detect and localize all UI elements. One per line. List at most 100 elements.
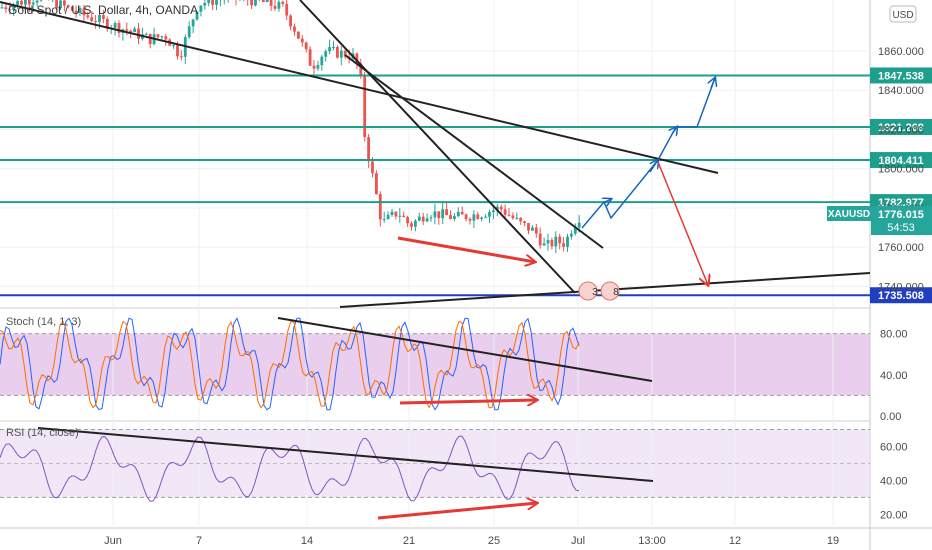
candle-body (133, 28, 136, 33)
stoch-trendline (277, 317, 653, 382)
candle-body (437, 211, 441, 219)
event-badge-flag-icon[interactable] (578, 281, 598, 301)
trendline-channel (344, 54, 604, 249)
candle-body (86, 15, 90, 18)
candle-body (460, 211, 464, 215)
candle-body (375, 173, 378, 195)
candle-body (211, 0, 214, 5)
candle-body (63, 0, 66, 6)
stoch-pane-title: Stoch (14, 1, 3) (6, 316, 81, 328)
level-price-label: 1821.268 (878, 122, 924, 134)
candle-body (324, 51, 328, 57)
candle-body (332, 46, 335, 48)
candle-body (250, 0, 253, 6)
candle-body (117, 23, 121, 33)
divergence-arrow-price (397, 236, 535, 262)
candle-body (59, 0, 62, 9)
candle-body (542, 243, 546, 246)
candle-body (82, 8, 86, 16)
candle-body (144, 33, 148, 35)
price-tick-label: 1760.000 (878, 242, 924, 254)
level-price-tag (870, 118, 932, 135)
candle-body (570, 233, 573, 237)
stoch-axis[interactable]: 80.00 40.00 0.00 (880, 329, 908, 423)
candle-body (484, 216, 487, 218)
candle-body (176, 45, 179, 57)
level-price-label: 1847.538 (878, 70, 924, 82)
candle-body (527, 223, 530, 231)
candle-body (449, 215, 452, 220)
candle-body (453, 216, 456, 220)
price-tick-label: 1860.000 (878, 46, 924, 58)
candle-body (113, 23, 117, 28)
rsi-tick-label: 60.00 (880, 441, 908, 453)
candle-body (417, 216, 421, 221)
candle-body (98, 15, 101, 22)
candle-body (445, 209, 448, 216)
level-price-label: 1804.411 (878, 155, 923, 167)
candle-body (66, 5, 70, 7)
candle-body (367, 137, 370, 162)
candle-body (320, 56, 324, 66)
candle-body (156, 34, 160, 38)
candle-body (425, 218, 429, 222)
annotations (0, 0, 871, 520)
candle-body (39, 0, 43, 1)
rsi-pane-title: RSI (14, close) (6, 427, 79, 439)
candle-body (558, 236, 562, 244)
candle-body (191, 19, 195, 27)
candle-body (394, 211, 398, 217)
currency-button[interactable] (889, 5, 917, 23)
candle-body (402, 215, 406, 218)
candle-body (554, 236, 558, 247)
rsi-tick-label: 40.00 (880, 475, 908, 487)
candle-body (20, 0, 23, 5)
price-tick-label: 1740.000 (878, 281, 924, 293)
candle-body (414, 220, 417, 227)
candle-body (137, 28, 140, 39)
candle-body (456, 211, 460, 217)
time-axis[interactable]: Jun 7 14 21 25 Jul 13:00 12 19 (104, 535, 839, 547)
grid-lines (0, 0, 870, 528)
rsi-axis[interactable]: 60.00 40.00 20.00 (880, 441, 908, 521)
candle-body (390, 211, 394, 215)
current-price-tag (871, 206, 932, 235)
price-axis[interactable]: 1847.5381821.2681804.4111782.9771735.508… (870, 46, 932, 304)
time-tick-label: 19 (827, 535, 839, 547)
level-price-tag (870, 67, 932, 84)
candle-body (4, 7, 8, 10)
candle-body (550, 239, 554, 247)
candle-body (488, 212, 491, 217)
candle-body (503, 209, 507, 215)
candle-body (476, 214, 480, 220)
candle-body (94, 21, 97, 23)
candle-body (281, 1, 285, 4)
candle-body (511, 215, 515, 219)
arrowhead (603, 199, 611, 203)
time-tick-label: 25 (488, 535, 500, 547)
countdown: 54:53 (887, 222, 915, 234)
arrowhead (649, 160, 658, 173)
candle-body (148, 33, 152, 45)
trendline-long-descending (0, 1, 719, 174)
candle-body (523, 221, 526, 224)
candle-body (293, 26, 296, 32)
stoch-divergence-arrow (399, 400, 537, 403)
candle-body (172, 45, 175, 47)
candle-body (480, 217, 484, 220)
current-price: 1776.015 (878, 209, 924, 221)
price-tick-label: 1820.000 (878, 124, 924, 136)
time-tick-label: 21 (403, 535, 415, 547)
candle-body (269, 0, 273, 6)
candle-body (492, 210, 495, 213)
candle-body (187, 26, 191, 38)
candle-body (16, 0, 19, 5)
candle-body (74, 10, 78, 13)
candle-body (304, 42, 308, 50)
candle-body (577, 222, 581, 228)
event-badges[interactable]: 3 8 (578, 281, 620, 301)
event-badge-flag-icon[interactable] (600, 281, 620, 301)
candle-body (300, 38, 304, 43)
time-tick-label: 13:00 (638, 535, 666, 547)
